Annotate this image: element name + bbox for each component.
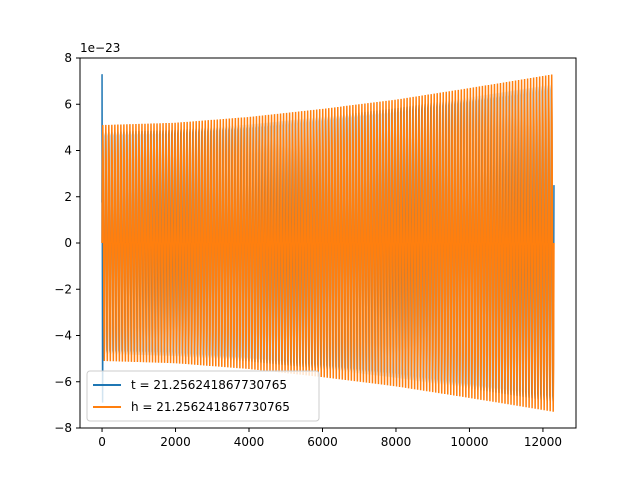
legend-box	[86, 370, 320, 422]
legend: t = 21.256241867730765 h = 21.2562418677…	[86, 370, 320, 422]
y-tick-label: −8	[54, 421, 72, 435]
series-layer	[101, 74, 555, 412]
plot-area	[101, 74, 555, 412]
y-tick-label: 0	[64, 236, 72, 250]
y-axis: −8 −6 −4 −2 0 2 4 6 8	[54, 51, 80, 435]
legend-label-t: t = 21.256241867730765	[131, 378, 287, 392]
y-tick-label: −6	[54, 375, 72, 389]
y-tick-label: −2	[54, 282, 72, 296]
x-tick-label: 12000	[524, 435, 562, 449]
x-tick-label: 10000	[450, 435, 488, 449]
x-tick-label: 8000	[381, 435, 412, 449]
series-line-h	[101, 74, 555, 412]
x-tick-label: 2000	[160, 435, 191, 449]
x-tick-label: 6000	[307, 435, 338, 449]
legend-label-h: h = 21.256241867730765	[131, 400, 290, 414]
x-tick-label: 4000	[234, 435, 265, 449]
y-axis-offset-text: 1e−23	[80, 41, 120, 55]
y-tick-label: 2	[64, 190, 72, 204]
y-tick-label: −4	[54, 329, 72, 343]
y-tick-label: 6	[64, 97, 72, 111]
x-tick-label: 0	[98, 435, 106, 449]
x-axis: 0 2000 4000 6000 8000 10000 12000	[98, 428, 562, 449]
y-tick-label: 8	[64, 51, 72, 65]
y-tick-label: 4	[64, 144, 72, 158]
